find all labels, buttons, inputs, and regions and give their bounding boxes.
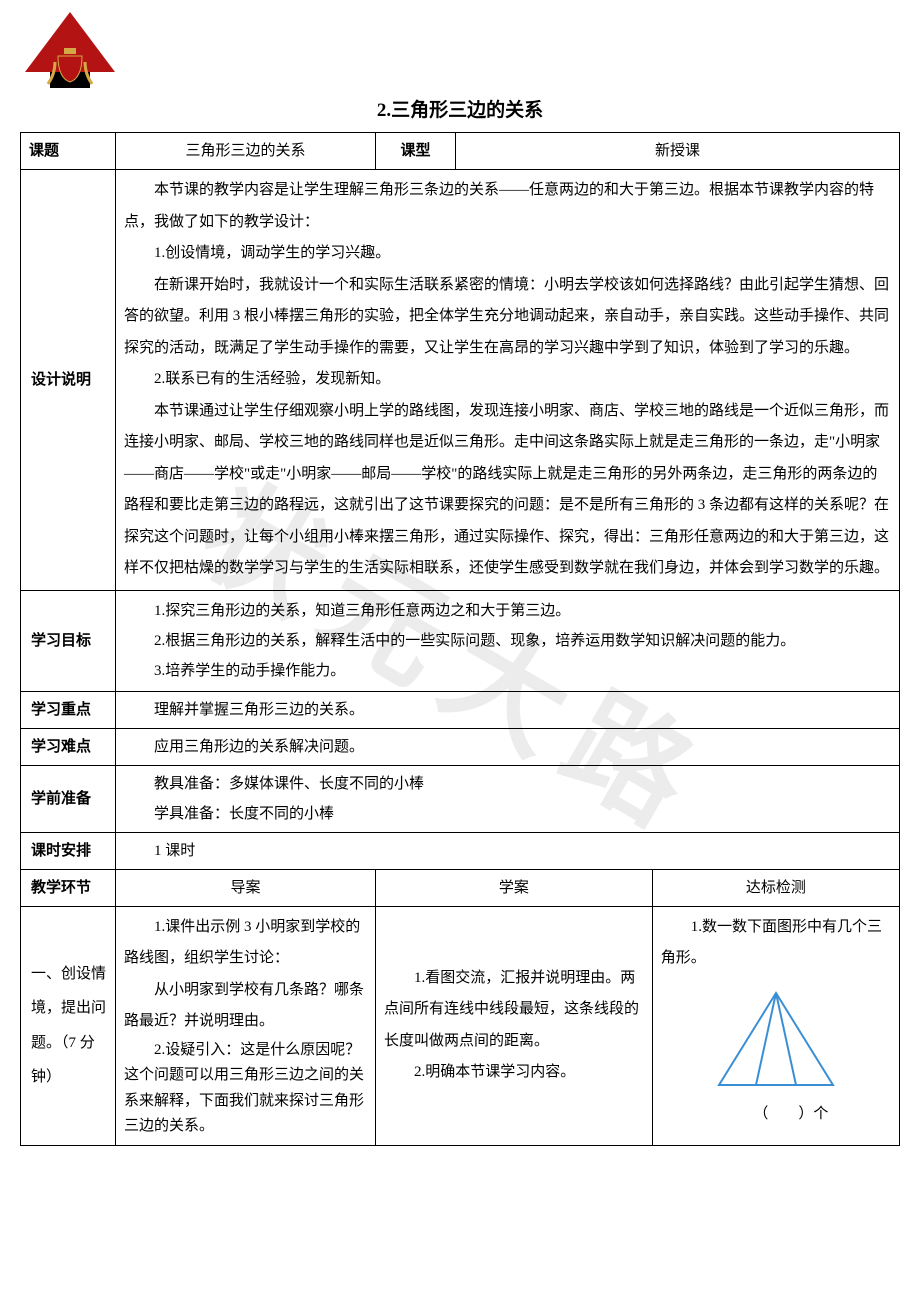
phase1-label: 一、创设情境，提出问题。（7 分钟） — [21, 906, 116, 1145]
phase1-xuean: 1.看图交流，汇报并说明理由。两点间所有连线中线段最短，这条线段的长度叫做两点间… — [376, 906, 653, 1145]
dabiao-count-label: （ ）个 — [661, 1099, 891, 1131]
xuean-p2: 2.明确本节课学习内容。 — [384, 1057, 644, 1089]
lesson-plan-table: 课题 三角形三边的关系 课型 新授课 设计说明 本节课的教学内容是让学生理解三角… — [20, 132, 900, 1146]
prep-row: 学前准备 教具准备：多媒体课件、长度不同的小棒 学具准备：长度不同的小棒 — [21, 765, 900, 832]
topic-label: 课题 — [21, 133, 116, 170]
inner-line-2 — [776, 993, 796, 1085]
design-p3: 在新课开始时，我就设计一个和实际生活联系紧密的情境：小明去学校该如何选择路线？由… — [124, 270, 891, 365]
type-value: 新授课 — [456, 133, 900, 170]
design-p1: 本节课的教学内容是让学生理解三角形三条边的关系——任意两边的和大于第三边。根据本… — [124, 175, 891, 238]
design-row: 设计说明 本节课的教学内容是让学生理解三角形三条边的关系——任意两边的和大于第三… — [21, 170, 900, 591]
keypoint-row: 学习重点 理解并掌握三角形三边的关系。 — [21, 691, 900, 728]
prep-content: 教具准备：多媒体课件、长度不同的小棒 学具准备：长度不同的小棒 — [116, 765, 900, 832]
header-row: 课题 三角形三边的关系 课型 新授课 — [21, 133, 900, 170]
keypoint-text: 理解并掌握三角形三边的关系。 — [116, 691, 900, 728]
design-p4: 2.联系已有的生活经验，发现新知。 — [124, 364, 891, 396]
keypoint-label: 学习重点 — [21, 691, 116, 728]
schedule-text: 1 课时 — [116, 832, 900, 869]
daoan-p3: 2.设疑引入：这是什么原因呢？这个问题可以用三角形三边之间的关系来解释，下面我们… — [124, 1038, 367, 1140]
prep-line-2: 学具准备：长度不同的小棒 — [124, 799, 891, 829]
design-p5: 本节课通过让学生仔细观察小明上学的路线图，发现连接小明家、商店、学校三地的路线是… — [124, 396, 891, 585]
goal-2: 2.根据三角形边的关系，解释生活中的一些实际问题、现象，培养运用数学知识解决问题… — [124, 626, 891, 656]
triangle-figure — [701, 985, 851, 1095]
topic-value: 三角形三边的关系 — [116, 133, 376, 170]
daoan-p2: 从小明家到学校有几条路？哪条路最近？并说明理由。 — [124, 975, 367, 1038]
inner-line-1 — [756, 993, 776, 1085]
goals-label: 学习目标 — [21, 590, 116, 691]
difficulty-label: 学习难点 — [21, 728, 116, 765]
schedule-label: 课时安排 — [21, 832, 116, 869]
outer-triangle — [719, 993, 833, 1085]
goal-3: 3.培养学生的动手操作能力。 — [124, 656, 891, 686]
difficulty-text: 应用三角形边的关系解决问题。 — [116, 728, 900, 765]
goal-1: 1.探究三角形边的关系，知道三角形任意两边之和大于第三边。 — [124, 596, 891, 626]
phase1-daoan: 1.课件出示例 3 小明家到学校的路线图，组织学生讨论： 从小明家到学校有几条路… — [116, 906, 376, 1145]
daoan-p1: 1.课件出示例 3 小明家到学校的路线图，组织学生讨论： — [124, 912, 367, 975]
goals-content: 1.探究三角形边的关系，知道三角形任意两边之和大于第三边。 2.根据三角形边的关… — [116, 590, 900, 691]
xuean-header: 学案 — [376, 869, 653, 906]
dabiao-header: 达标检测 — [652, 869, 899, 906]
prep-label: 学前准备 — [21, 765, 116, 832]
dabiao-p1: 1.数一数下面图形中有几个三角形。 — [661, 912, 891, 975]
xuean-p1: 1.看图交流，汇报并说明理由。两点间所有连线中线段最短，这条线段的长度叫做两点间… — [384, 963, 644, 1058]
difficulty-row: 学习难点 应用三角形边的关系解决问题。 — [21, 728, 900, 765]
schedule-row: 课时安排 1 课时 — [21, 832, 900, 869]
design-label: 设计说明 — [21, 170, 116, 591]
phase1-row: 一、创设情境，提出问题。（7 分钟） 1.课件出示例 3 小明家到学校的路线图，… — [21, 906, 900, 1145]
goals-row: 学习目标 1.探究三角形边的关系，知道三角形任意两边之和大于第三边。 2.根据三… — [21, 590, 900, 691]
design-content: 本节课的教学内容是让学生理解三角形三条边的关系——任意两边的和大于第三边。根据本… — [116, 170, 900, 591]
daoan-header: 导案 — [116, 869, 376, 906]
phase1-dabiao: 1.数一数下面图形中有几个三角形。 （ ）个 — [652, 906, 899, 1145]
prep-line-1: 教具准备：多媒体课件、长度不同的小棒 — [124, 769, 891, 799]
phase-header-row: 教学环节 导案 学案 达标检测 — [21, 869, 900, 906]
type-label: 课型 — [376, 133, 456, 170]
document-title: 2.三角形三边的关系 — [20, 95, 900, 122]
design-p2: 1.创设情境，调动学生的学习兴趣。 — [124, 238, 891, 270]
phase-header-label: 教学环节 — [21, 869, 116, 906]
